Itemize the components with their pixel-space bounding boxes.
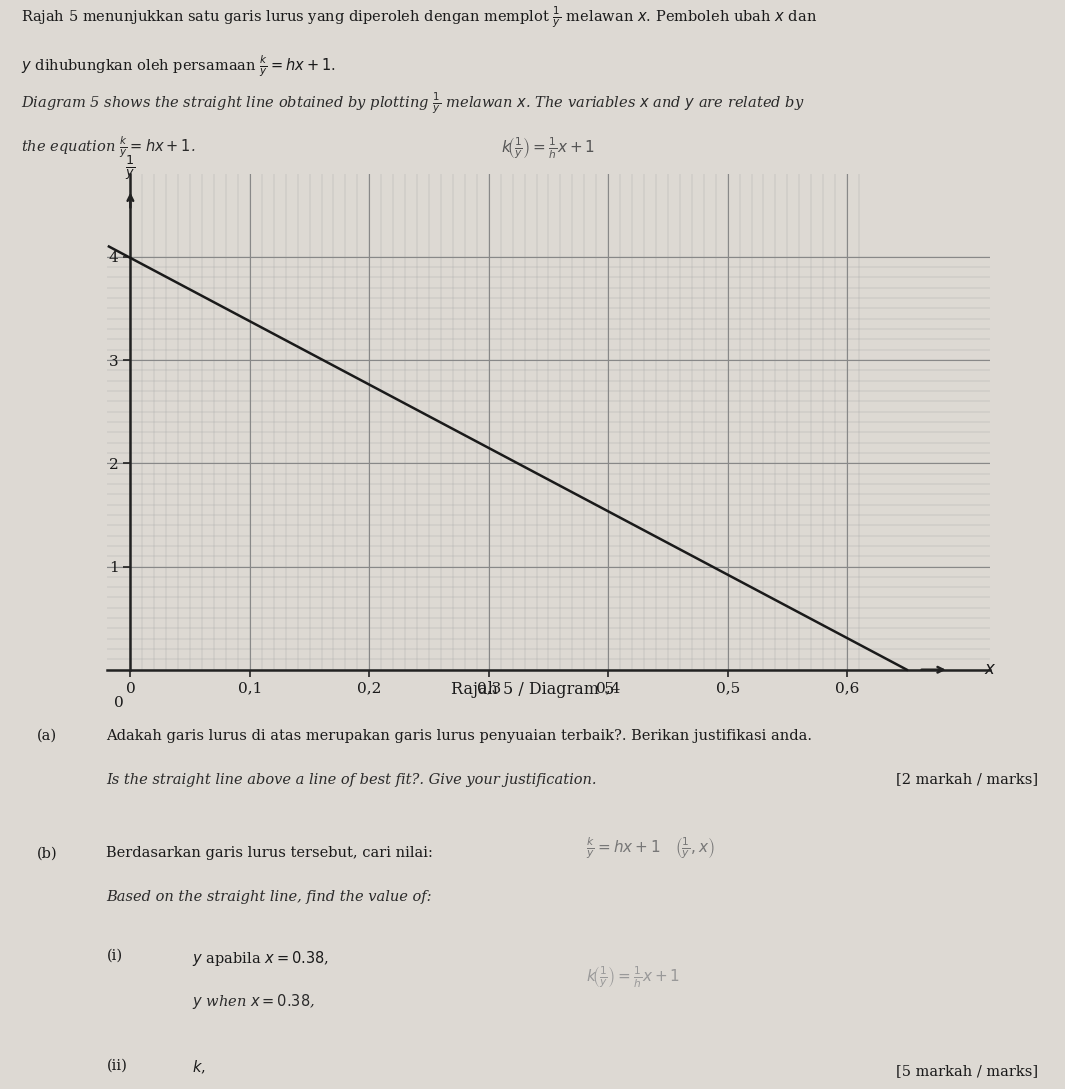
Text: (b): (b) — [37, 846, 58, 860]
Text: $\frac{k}{y} = hx + 1 \quad \left(\frac{1}{y}, x\right)$: $\frac{k}{y} = hx + 1 \quad \left(\frac{… — [586, 835, 715, 861]
Text: $y$ apabila $x = 0.38$,: $y$ apabila $x = 0.38$, — [192, 949, 329, 968]
Text: [2 markah / marks]: [2 markah / marks] — [897, 772, 1038, 786]
Text: $k\!\left(\frac{1}{y}\right) = \frac{1}{h}x + 1$: $k\!\left(\frac{1}{y}\right) = \frac{1}{… — [501, 135, 594, 161]
Text: 0: 0 — [114, 696, 124, 710]
Text: Berdasarkan garis lurus tersebut, cari nilai:: Berdasarkan garis lurus tersebut, cari n… — [106, 846, 433, 860]
Text: $k\!\left(\frac{1}{y}\right) = \frac{1}{h}x + 1$: $k\!\left(\frac{1}{y}\right) = \frac{1}{… — [586, 964, 679, 990]
Text: Is the straight line above a line of best fit?. Give your justification.: Is the straight line above a line of bes… — [106, 772, 597, 786]
Text: Rajah 5 menunjukkan satu garis lurus yang diperoleh dengan memplot $\frac{1}{y}$: Rajah 5 menunjukkan satu garis lurus yan… — [21, 5, 818, 30]
Text: $y$ when $x = 0.38$,: $y$ when $x = 0.38$, — [192, 992, 315, 1012]
Text: $y$ dihubungkan oleh persamaan $\frac{k}{y} = hx + 1$.: $y$ dihubungkan oleh persamaan $\frac{k}… — [21, 54, 337, 79]
Text: (ii): (ii) — [106, 1059, 128, 1073]
Text: Based on the straight line, find the value of:: Based on the straight line, find the val… — [106, 890, 432, 904]
Text: $k$,: $k$, — [192, 1059, 206, 1076]
Text: $\frac{1}{y}$: $\frac{1}{y}$ — [126, 154, 135, 183]
Text: Rajah 5 / Diagram 5: Rajah 5 / Diagram 5 — [450, 682, 615, 698]
Text: [5 markah / marks]: [5 markah / marks] — [897, 1064, 1038, 1078]
Text: Diagram 5 shows the straight line obtained by plotting $\frac{1}{y}$ melawan $x$: Diagram 5 shows the straight line obtain… — [21, 91, 805, 117]
Text: (i): (i) — [106, 949, 122, 963]
Text: (a): (a) — [37, 729, 58, 743]
Text: the equation $\frac{k}{y} = hx + 1$.: the equation $\frac{k}{y} = hx + 1$. — [21, 135, 196, 160]
Text: Adakah garis lurus di atas merupakan garis lurus penyuaian terbaik?. Berikan jus: Adakah garis lurus di atas merupakan gar… — [106, 729, 813, 743]
Text: $x$: $x$ — [984, 661, 997, 678]
